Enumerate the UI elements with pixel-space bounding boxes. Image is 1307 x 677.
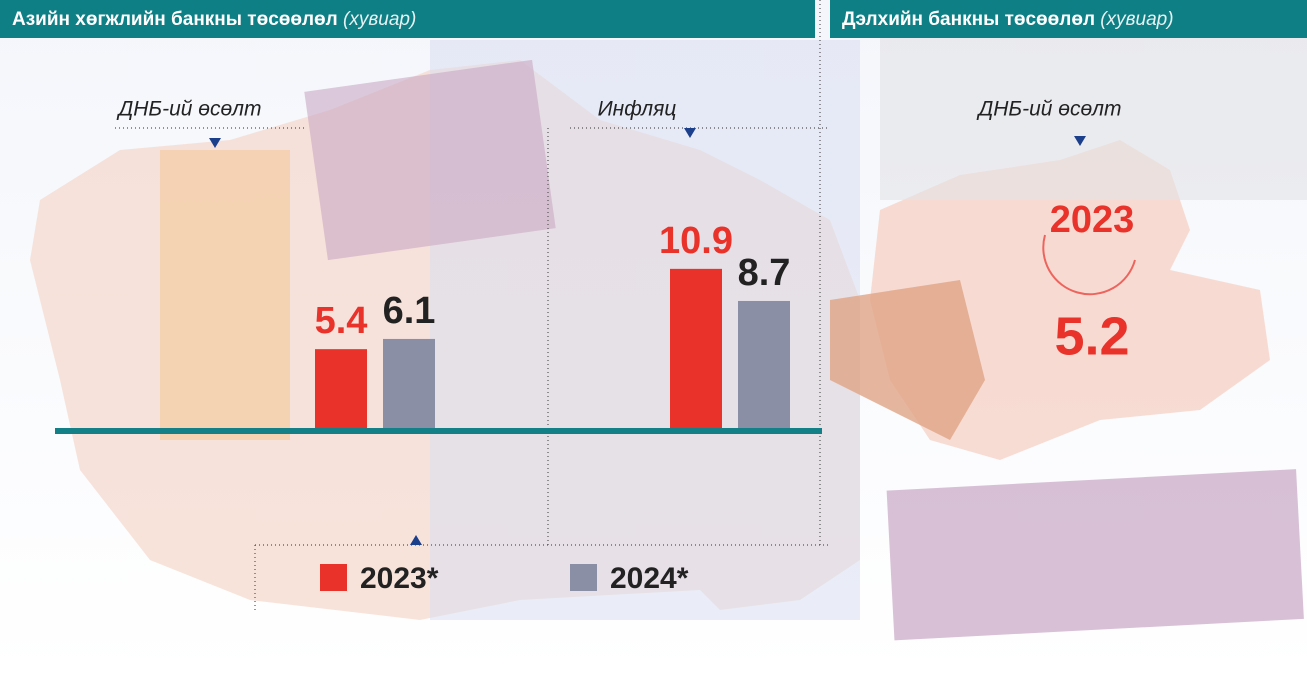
copper xyxy=(830,280,985,440)
value-label: 5.4 xyxy=(315,300,368,342)
title: Азийн хөгжлийн банкны төсөөлөл xyxy=(12,9,338,30)
subtitle: (хувиар) xyxy=(343,9,416,30)
value-label: 8.7 xyxy=(738,252,791,294)
flag-emblem xyxy=(160,150,290,440)
marker xyxy=(1074,136,1086,146)
banknote xyxy=(304,59,556,261)
subtitle: (хувиар) xyxy=(1100,9,1173,30)
bar xyxy=(383,338,435,428)
arc-decoration xyxy=(1042,234,1136,296)
bar xyxy=(315,349,367,428)
title: Дэлхийн банкны төсөөлөл xyxy=(842,9,1095,30)
category-label: ДНБ-ий өсөлт xyxy=(976,98,1121,121)
value-label: 6.1 xyxy=(383,290,436,332)
series-label: 2023 xyxy=(1050,199,1135,241)
panel-title: Дэлхийн банкны төсөөлөл (хувиар) xyxy=(842,9,1174,30)
category-label: Инфляц xyxy=(598,98,677,121)
legend-label: 2024* xyxy=(610,562,689,595)
marker xyxy=(209,138,221,148)
marker xyxy=(684,128,696,138)
bar xyxy=(670,268,722,428)
header-bar xyxy=(830,0,1307,38)
marker xyxy=(410,535,422,545)
header-bar xyxy=(0,0,815,38)
category-label: ДНБ-ий өсөлт xyxy=(116,98,261,121)
value-label: 5.2 xyxy=(1054,306,1129,366)
legend-swatch xyxy=(570,564,597,591)
legend-label: 2023* xyxy=(360,562,439,595)
panel-title: Азийн хөгжлийн банкны төсөөлөл (хувиар) xyxy=(12,9,416,30)
value-label: 10.9 xyxy=(659,220,733,262)
bar xyxy=(738,300,790,428)
banknote-stack xyxy=(886,469,1304,641)
legend-swatch xyxy=(320,564,347,591)
